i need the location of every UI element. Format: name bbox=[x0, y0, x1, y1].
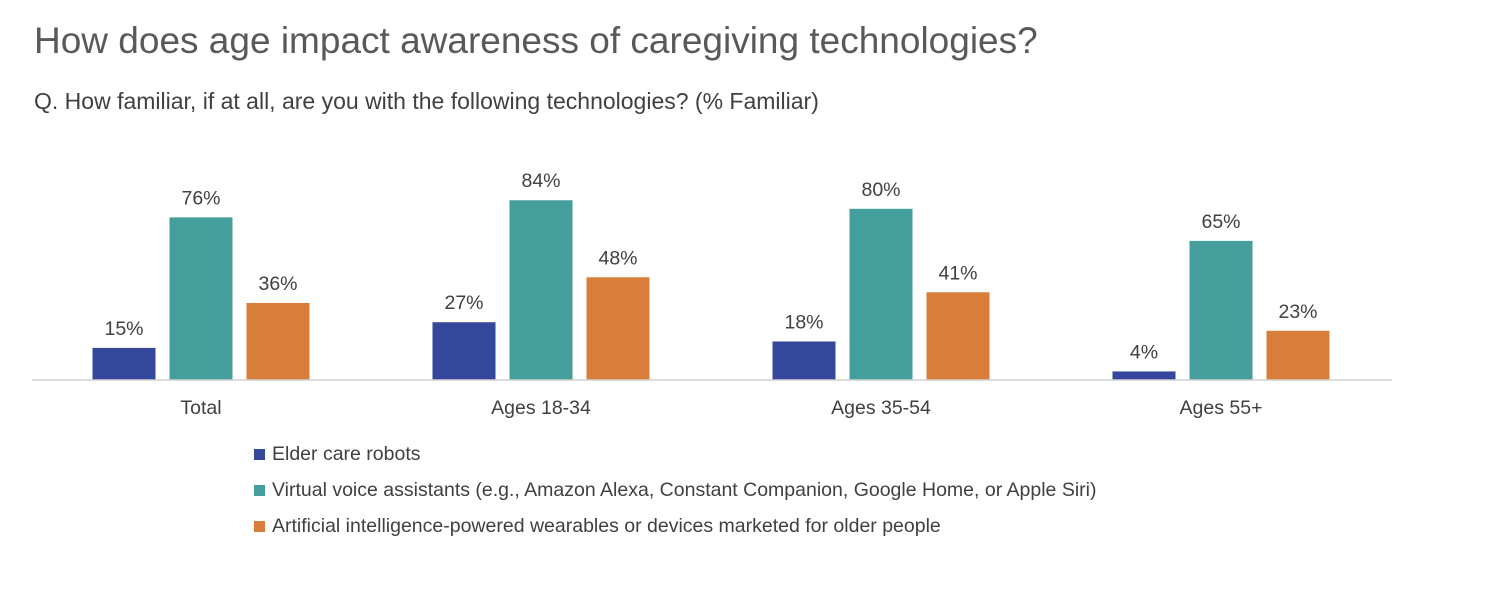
data-label: 4% bbox=[1130, 341, 1158, 363]
chart-title: How does age impact awareness of caregiv… bbox=[34, 20, 1038, 61]
legend-swatch bbox=[254, 448, 265, 460]
bar-ages-18-34-series-2 bbox=[586, 277, 650, 380]
data-label: 84% bbox=[521, 170, 560, 192]
data-label: 65% bbox=[1201, 211, 1240, 233]
legend-item-elder-care-robots: Elder care robots bbox=[254, 436, 1096, 472]
x-tick-label: Ages 35-54 bbox=[831, 397, 931, 419]
bar-ages-35-54-series-1 bbox=[849, 208, 913, 380]
legend-label: Artificial intelligence-powered wearable… bbox=[272, 514, 941, 537]
x-tick-label: Total bbox=[180, 397, 221, 419]
bar-total-series-0 bbox=[92, 347, 156, 380]
data-label: 76% bbox=[181, 187, 220, 209]
legend-item-ai-wearables: Artificial intelligence-powered wearable… bbox=[254, 508, 1096, 544]
data-label: 41% bbox=[938, 262, 977, 284]
bar-total-series-1 bbox=[169, 217, 233, 380]
legend-swatch bbox=[254, 520, 265, 532]
data-label: 18% bbox=[784, 311, 823, 333]
data-label: 48% bbox=[598, 247, 637, 269]
x-tick-label: Ages 18-34 bbox=[491, 397, 591, 419]
bar-total-series-2 bbox=[246, 302, 310, 380]
bar-ages-55--series-0 bbox=[1112, 371, 1176, 380]
data-label: 23% bbox=[1278, 301, 1317, 323]
bar-ages-35-54-series-0 bbox=[772, 341, 836, 380]
chart-subtitle: Q. How familiar, if at all, are you with… bbox=[34, 88, 819, 114]
bar-ages-35-54-series-2 bbox=[926, 292, 990, 380]
data-label: 27% bbox=[444, 292, 483, 314]
data-label: 15% bbox=[104, 318, 143, 340]
bar-ages-18-34-series-1 bbox=[509, 200, 573, 380]
data-label: 36% bbox=[258, 273, 297, 295]
x-tick-label: Ages 55+ bbox=[1180, 397, 1263, 419]
legend-label: Virtual voice assistants (e.g., Amazon A… bbox=[272, 478, 1097, 501]
bar-ages-55--series-1 bbox=[1189, 240, 1253, 380]
bar-ages-18-34-series-0 bbox=[432, 322, 496, 380]
legend-label: Elder care robots bbox=[272, 442, 421, 465]
data-label: 80% bbox=[861, 179, 900, 201]
legend-swatch bbox=[254, 484, 265, 496]
legend: Elder care robots Virtual voice assistan… bbox=[254, 436, 1096, 544]
legend-item-voice-assistants: Virtual voice assistants (e.g., Amazon A… bbox=[254, 472, 1096, 508]
bar-ages-55--series-2 bbox=[1266, 330, 1330, 380]
